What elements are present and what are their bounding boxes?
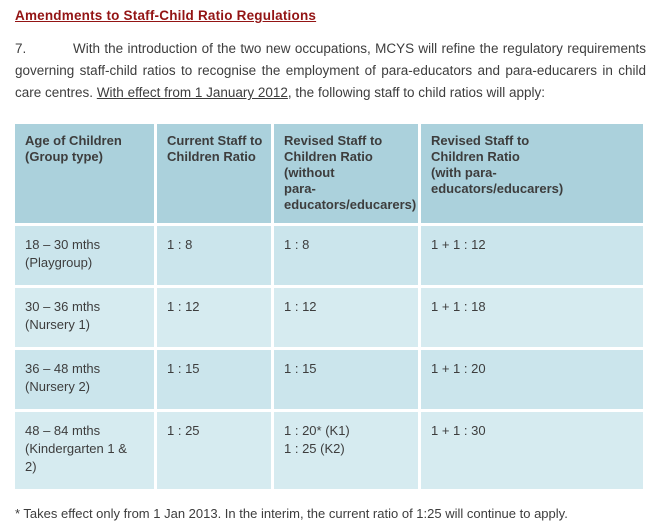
document-page: Amendments to Staff-Child Ratio Regulati…	[15, 8, 646, 521]
paragraph-text-before: With the introduction of the two new occ…	[15, 41, 646, 100]
cell-revised-without: 1 : 15	[274, 350, 418, 409]
col-header-revised-without: Revised Staff to Children Ratio (without…	[274, 124, 418, 223]
cell-revised-with: 1 + 1 : 30	[421, 412, 643, 489]
cell-current-ratio: 1 : 8	[157, 226, 271, 285]
table-row-nursery-2: 36 – 48 mths (Nursery 2) 1 : 15 1 : 15 1…	[15, 350, 643, 409]
cell-revised-without: 1 : 20* (K1) 1 : 25 (K2)	[274, 412, 418, 489]
paragraph-underlined-phrase: With effect from 1 January 2012	[96, 85, 288, 100]
cell-age-group: 30 – 36 mths (Nursery 1)	[15, 288, 154, 347]
col-header-age-of-children: Age of Children (Group type)	[15, 124, 154, 223]
paragraph-number: 7.	[15, 41, 27, 56]
cell-age-group: 48 – 84 mths (Kindergarten 1 & 2)	[15, 412, 154, 489]
cell-age-group: 18 – 30 mths (Playgroup)	[15, 226, 154, 285]
cell-current-ratio: 1 : 15	[157, 350, 271, 409]
table-row-kindergarten: 48 – 84 mths (Kindergarten 1 & 2) 1 : 25…	[15, 412, 643, 489]
paragraph-7: 7. With the introduction of the two new o…	[15, 38, 646, 104]
staff-child-ratio-table: Age of Children (Group type) Current Sta…	[12, 121, 646, 492]
document-title: Amendments to Staff-Child Ratio Regulati…	[15, 8, 317, 23]
cell-age-group: 36 – 48 mths (Nursery 2)	[15, 350, 154, 409]
cell-revised-with: 1 + 1 : 12	[421, 226, 643, 285]
col-header-revised-with: Revised Staff to Children Ratio (with pa…	[421, 124, 643, 223]
cell-current-ratio: 1 : 25	[157, 412, 271, 489]
table-footnote: * Takes effect only from 1 Jan 2013. In …	[15, 506, 568, 521]
cell-revised-without: 1 : 8	[274, 226, 418, 285]
paragraph-text-after: , the following staff to child ratios wi…	[287, 85, 546, 100]
cell-revised-with: 1 + 1 : 20	[421, 350, 643, 409]
cell-current-ratio: 1 : 12	[157, 288, 271, 347]
col-header-current-ratio: Current Staff to Children Ratio	[157, 124, 271, 223]
table-row-nursery-1: 30 – 36 mths (Nursery 1) 1 : 12 1 : 12 1…	[15, 288, 643, 347]
table-row-playgroup: 18 – 30 mths (Playgroup) 1 : 8 1 : 8 1 +…	[15, 226, 643, 285]
table-header-row: Age of Children (Group type) Current Sta…	[15, 124, 643, 223]
cell-revised-without: 1 : 12	[274, 288, 418, 347]
cell-revised-with: 1 + 1 : 18	[421, 288, 643, 347]
